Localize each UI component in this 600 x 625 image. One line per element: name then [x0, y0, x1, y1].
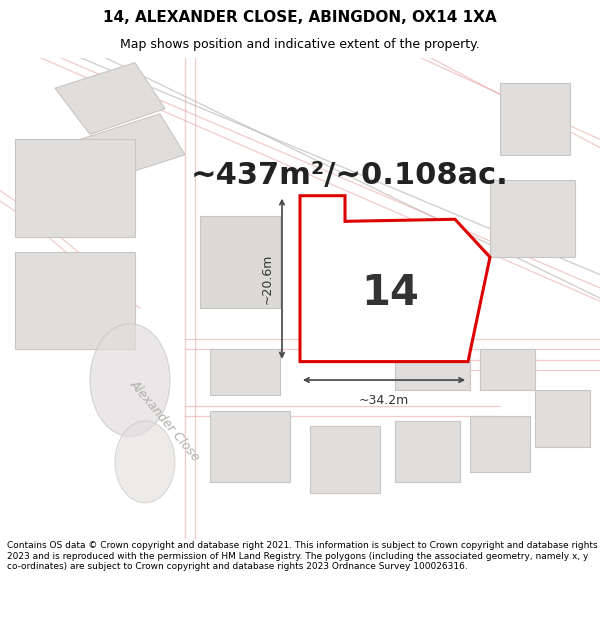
Polygon shape [300, 196, 490, 362]
Text: ~20.6m: ~20.6m [261, 254, 274, 304]
Bar [470, 416, 530, 472]
Bar [15, 139, 135, 237]
Bar [200, 216, 280, 308]
Polygon shape [80, 114, 185, 181]
Bar [480, 349, 535, 390]
Text: Dunmore Road: Dunmore Road [379, 267, 481, 319]
Bar [210, 349, 280, 396]
Bar [500, 83, 570, 155]
Bar [535, 390, 590, 447]
Text: 14, ALEXANDER CLOSE, ABINGDON, OX14 1XA: 14, ALEXANDER CLOSE, ABINGDON, OX14 1XA [103, 10, 497, 25]
Bar [310, 426, 380, 493]
Text: 14: 14 [361, 272, 419, 314]
Bar [490, 181, 575, 257]
Polygon shape [55, 62, 165, 134]
Text: Map shows position and indicative extent of the property.: Map shows position and indicative extent… [120, 38, 480, 51]
Bar [395, 421, 460, 482]
Bar [210, 411, 290, 482]
Text: ~437m²/~0.108ac.: ~437m²/~0.108ac. [191, 161, 509, 190]
Text: ~34.2m: ~34.2m [359, 394, 409, 408]
Text: Alexander Close: Alexander Close [127, 378, 203, 464]
Ellipse shape [90, 324, 170, 436]
Text: Contains OS data © Crown copyright and database right 2021. This information is : Contains OS data © Crown copyright and d… [7, 541, 598, 571]
Bar [15, 252, 135, 349]
Ellipse shape [115, 421, 175, 503]
Bar [395, 349, 470, 390]
